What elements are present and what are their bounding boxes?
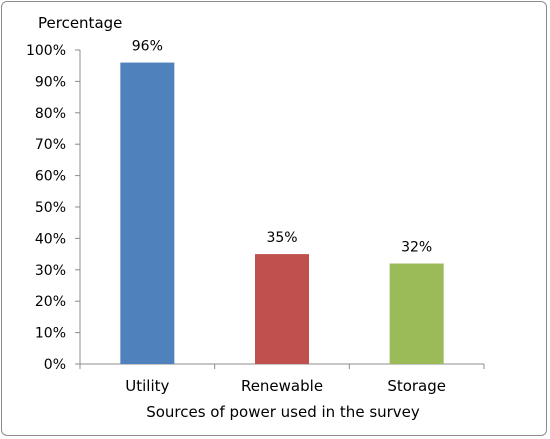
y-tick-label: 10% bbox=[35, 326, 66, 342]
bar-renewable bbox=[255, 254, 309, 364]
y-tick-label: 20% bbox=[35, 294, 66, 310]
y-tick-label: 100% bbox=[26, 43, 66, 59]
bars: 96% 35% 32% bbox=[120, 39, 444, 365]
x-axis-title: Sources of power used in the survey bbox=[146, 403, 420, 421]
y-tick-label: 90% bbox=[35, 74, 66, 90]
data-label: 32% bbox=[401, 240, 432, 256]
y-tick-label: 30% bbox=[35, 263, 66, 279]
y-tick-label: 70% bbox=[35, 137, 66, 153]
y-tick-label: 60% bbox=[35, 169, 66, 185]
y-axis-title: Percentage bbox=[38, 14, 122, 32]
y-tick-label: 50% bbox=[35, 200, 66, 216]
x-tick-label: Utility bbox=[125, 377, 169, 395]
axes: 0% 10% 20% 30% 40% 50% 60% 70% 80% 90% 100% Utility… bbox=[26, 43, 485, 395]
y-tick-label: 40% bbox=[35, 231, 66, 247]
x-tick-label: Storage bbox=[387, 377, 446, 395]
x-tick-label: Renewable bbox=[241, 377, 323, 395]
bar-storage bbox=[389, 263, 444, 364]
y-tick-label: 0% bbox=[44, 357, 66, 373]
bar-utility bbox=[120, 62, 175, 365]
y-tick-label: 80% bbox=[35, 106, 66, 122]
data-label: 35% bbox=[266, 230, 297, 246]
data-label: 96% bbox=[132, 39, 163, 55]
